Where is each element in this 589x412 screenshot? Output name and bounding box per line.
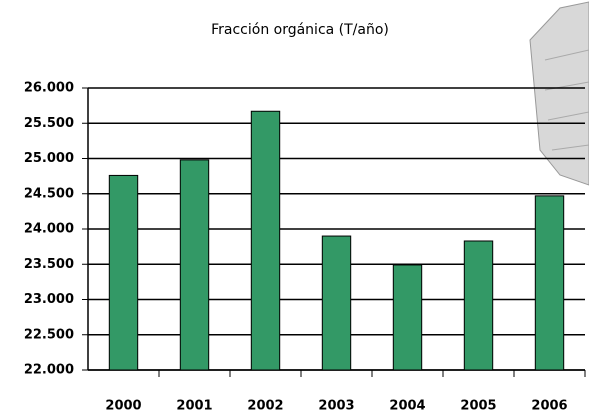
chart-title: Fracción orgánica (T/año) xyxy=(211,22,389,38)
bar xyxy=(463,240,494,371)
bar xyxy=(321,235,352,371)
y-tick-label: 22.000 xyxy=(24,363,74,378)
bar xyxy=(534,195,565,371)
x-tick-label: 2002 xyxy=(247,399,283,412)
x-tick-label: 2003 xyxy=(318,399,354,412)
y-tick-label: 26.000 xyxy=(24,81,74,96)
x-tick-label: 2006 xyxy=(531,399,567,412)
y-tick-label: 23.000 xyxy=(24,292,74,307)
bar xyxy=(108,174,139,371)
y-tick-label: 23.500 xyxy=(24,257,74,272)
y-tick-label: 25.000 xyxy=(24,151,74,166)
y-tick-label: 25.500 xyxy=(24,116,74,131)
x-tick-label: 2000 xyxy=(105,399,141,412)
x-tick-label: 2005 xyxy=(460,399,496,412)
y-tick-label: 22.500 xyxy=(24,327,74,342)
y-tick-label: 24.500 xyxy=(24,186,74,201)
x-tick-label: 2001 xyxy=(176,399,212,412)
x-tick-label: 2004 xyxy=(389,399,425,412)
bar xyxy=(250,110,281,371)
y-tick-label: 24.000 xyxy=(24,222,74,237)
bar xyxy=(392,264,423,371)
decorative-container xyxy=(529,1,589,186)
bar xyxy=(179,159,210,371)
